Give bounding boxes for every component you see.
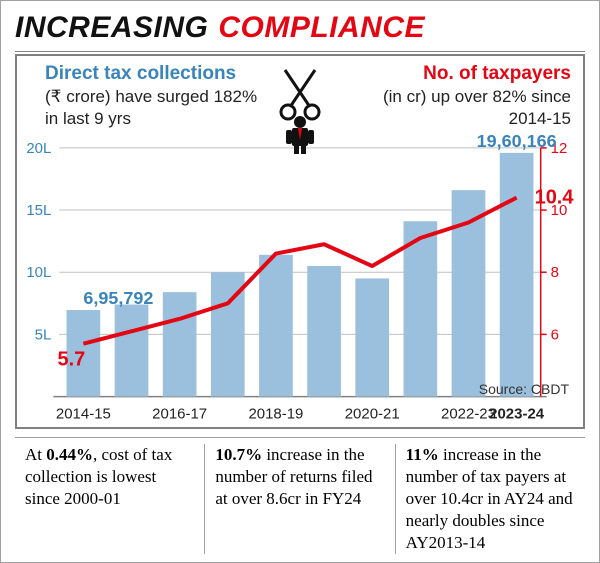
svg-text:6: 6: [551, 326, 559, 343]
svg-text:20L: 20L: [26, 140, 51, 157]
footer-1-bold: 0.44%: [46, 445, 93, 464]
footer-2-bold: 10.7%: [215, 445, 262, 464]
svg-text:15L: 15L: [26, 202, 51, 219]
header-right-sub: (in cr) up over 82% since 2014-15: [383, 87, 571, 128]
footer-cell-3: 11% increase in the number of tax payers…: [396, 444, 585, 554]
svg-text:2014-15: 2014-15: [56, 406, 111, 423]
svg-text:8: 8: [551, 264, 559, 281]
header-right: No. of taxpayers (in cr) up over 82% sin…: [381, 62, 571, 130]
svg-text:5.7: 5.7: [58, 349, 86, 371]
title-rule: [15, 51, 585, 52]
footer-stats: At 0.44%, cost of tax collection is lowe…: [15, 437, 585, 554]
main-title: INCREASING COMPLIANCE: [15, 11, 585, 45]
infographic-container: INCREASING COMPLIANCE Direct tax collect…: [0, 0, 600, 563]
footer-1-pre: At: [25, 445, 46, 464]
svg-text:2020-21: 2020-21: [345, 406, 400, 423]
chart-source: Source: CBDT: [479, 381, 569, 397]
svg-text:6,95,792: 6,95,792: [83, 288, 153, 308]
svg-text:2016-17: 2016-17: [152, 406, 207, 423]
chart-header: Direct tax collections (₹ crore) have su…: [17, 62, 583, 130]
header-left-title: Direct tax collections: [45, 63, 236, 84]
header-left: Direct tax collections (₹ crore) have su…: [45, 62, 265, 130]
svg-text:2018-19: 2018-19: [248, 406, 303, 423]
svg-text:2023-24: 2023-24: [489, 406, 545, 423]
title-part-2: COMPLIANCE: [218, 11, 425, 45]
footer-cell-2: 10.7% increase in the number of returns …: [205, 444, 395, 554]
svg-text:10.4: 10.4: [535, 187, 574, 209]
header-left-sub: (₹ crore) have surged 182% in last 9 yrs: [45, 87, 257, 128]
svg-text:19,60,166: 19,60,166: [477, 131, 557, 151]
svg-text:2022-23: 2022-23: [441, 406, 496, 423]
footer-3-bold: 11%: [406, 445, 439, 464]
chart-area: Direct tax collections (₹ crore) have su…: [15, 54, 585, 429]
title-part-1: INCREASING: [15, 11, 208, 45]
header-right-title: No. of taxpayers: [423, 63, 571, 84]
svg-text:10L: 10L: [26, 264, 51, 281]
svg-text:5L: 5L: [35, 326, 52, 343]
footer-cell-1: At 0.44%, cost of tax collection is lowe…: [15, 444, 205, 554]
